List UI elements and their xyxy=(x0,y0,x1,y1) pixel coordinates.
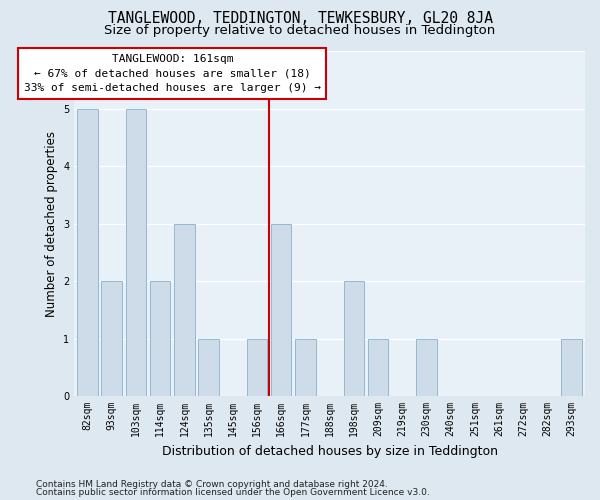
Bar xyxy=(416,338,437,396)
Bar xyxy=(295,338,316,396)
Y-axis label: Number of detached properties: Number of detached properties xyxy=(44,131,58,317)
Bar xyxy=(125,109,146,396)
Bar xyxy=(271,224,292,396)
Text: Size of property relative to detached houses in Teddington: Size of property relative to detached ho… xyxy=(104,24,496,37)
Bar xyxy=(199,338,219,396)
Bar xyxy=(368,338,388,396)
Bar xyxy=(174,224,194,396)
Bar xyxy=(101,281,122,396)
Bar xyxy=(150,281,170,396)
Bar xyxy=(562,338,582,396)
Text: TANGLEWOOD: 161sqm
← 67% of detached houses are smaller (18)
33% of semi-detache: TANGLEWOOD: 161sqm ← 67% of detached hou… xyxy=(24,54,321,93)
X-axis label: Distribution of detached houses by size in Teddington: Distribution of detached houses by size … xyxy=(161,444,497,458)
Text: Contains public sector information licensed under the Open Government Licence v3: Contains public sector information licen… xyxy=(36,488,430,497)
Bar xyxy=(77,109,98,396)
Bar xyxy=(344,281,364,396)
Bar xyxy=(247,338,267,396)
Text: Contains HM Land Registry data © Crown copyright and database right 2024.: Contains HM Land Registry data © Crown c… xyxy=(36,480,388,489)
Text: TANGLEWOOD, TEDDINGTON, TEWKESBURY, GL20 8JA: TANGLEWOOD, TEDDINGTON, TEWKESBURY, GL20… xyxy=(107,11,493,26)
